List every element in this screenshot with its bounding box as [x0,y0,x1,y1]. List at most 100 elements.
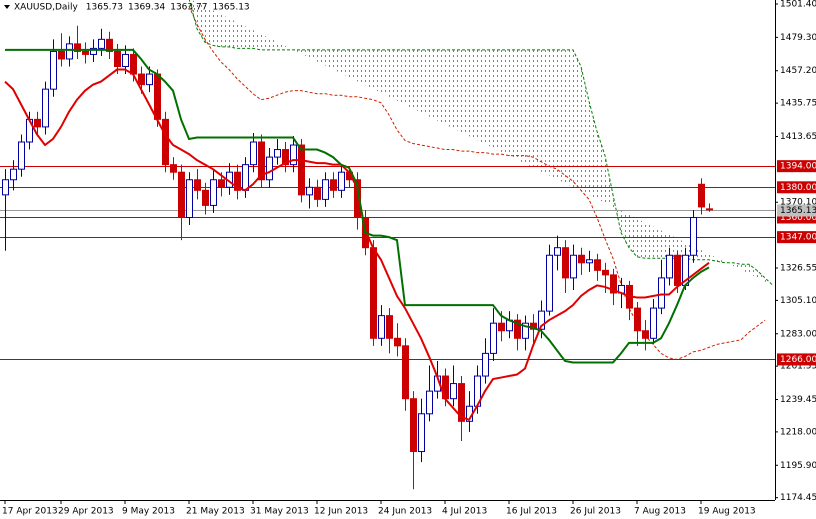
candle-body [378,315,385,339]
candle-body [650,307,657,339]
candle-body [210,179,217,206]
candle-body [570,254,577,279]
y-tick-label: 1326.55 [780,264,816,274]
candle-body [242,164,249,191]
candle-body [218,179,225,188]
candle-body [498,322,505,332]
candle-body [274,149,281,158]
level-label: 1347.00 [780,233,816,243]
x-tick-label: 12 Jun 2013 [314,507,368,517]
y-tick-label: 1370.10 [780,198,816,208]
y-tick-label: 1195.90 [780,461,816,471]
header-value: 1365.73 [86,3,123,13]
level-label-box [777,160,816,173]
y-tick-label: 1218.00 [780,427,816,437]
last-price-box [777,204,816,217]
candle-body [258,141,265,181]
x-tick-label: 4 Jul 2013 [442,507,487,517]
candle-body [322,179,329,200]
candle-body [674,254,681,286]
candle-body [106,38,113,52]
menu-icon [4,5,10,9]
candle-body [42,88,49,128]
candle-body [74,43,81,52]
candle-body [130,53,137,75]
candle-body [90,47,97,55]
header-value: 1365.13 [212,3,249,13]
candle-body [554,247,561,256]
level-label: 1394.00 [780,162,816,172]
candle-body [146,73,153,86]
candle-body [514,319,521,339]
x-tick-label: 24 Jun 2013 [378,507,432,517]
candle-body [282,149,289,166]
candle-body [66,43,73,60]
candle-body [562,247,569,279]
candle-body [266,156,273,181]
candle-body [698,183,705,208]
candle-body [138,73,145,86]
last-price-label: 1365.13 [780,206,816,216]
candle-body [50,50,57,90]
candle-body [538,310,545,330]
candle-body [114,50,121,68]
candle-body [458,383,465,422]
candle-body [170,164,177,173]
y-tick-label: 1239.45 [780,395,816,405]
candle-body [706,208,713,211]
y-tick-label: 1413.65 [780,132,816,142]
candle-body [162,118,169,166]
y-tick-label: 1435.75 [780,99,816,109]
candle-body [234,171,241,191]
y-tick-label: 1305.10 [780,296,816,306]
candle-body [586,259,593,264]
x-tick-label: 31 May 2013 [250,507,309,517]
candle-body [202,189,209,206]
level-label: 1266.00 [780,355,816,365]
candle-body [602,269,609,276]
candle-body [250,141,257,166]
candle-body [154,73,161,120]
cloud-span [188,5,766,360]
candle-body [666,254,673,279]
candle-body [10,168,17,181]
x-tick-label: 17 Apr 2013 [2,507,58,517]
header-value: 1369.34 [128,3,165,13]
candle-body [330,179,337,191]
candle-body [658,277,665,309]
candle-body [482,352,489,377]
x-tick-label: 7 Aug 2013 [634,507,686,517]
candle-body [194,179,201,191]
y-tick-label: 1501.40 [780,0,816,10]
level-label-box [777,353,816,366]
x-tick-label: 29 Apr 2013 [58,507,114,517]
cloud-fill [189,0,773,286]
candle-body [298,144,305,196]
candle-body [546,254,553,312]
candle-body [34,118,41,128]
indicator-line [5,48,710,364]
level-label: 1380.00 [780,183,816,193]
level-label: 1360.00 [780,213,816,223]
candle-body [18,141,25,170]
candle-body [634,307,641,332]
x-tick-label: 19 Aug 2013 [698,507,756,517]
y-tick-label: 1479.30 [780,33,816,43]
x-tick-label: 9 May 2013 [122,507,175,517]
candle-body [490,322,497,354]
candle-body [426,390,433,415]
level-label-box [777,181,816,194]
candle-body [306,186,313,196]
y-tick-label: 1283.00 [780,329,816,339]
candle-body [610,274,617,294]
x-tick-label: 16 Jul 2013 [506,507,557,517]
candle-body [2,179,9,196]
candle-body [58,50,65,60]
y-tick-label: 1174.45 [780,493,816,503]
candle-body [450,383,457,400]
level-label-box [777,231,816,244]
candle-body [578,254,585,264]
candle-body [522,322,529,339]
header-value: 1363.77 [170,3,207,13]
candle-body [642,330,649,339]
